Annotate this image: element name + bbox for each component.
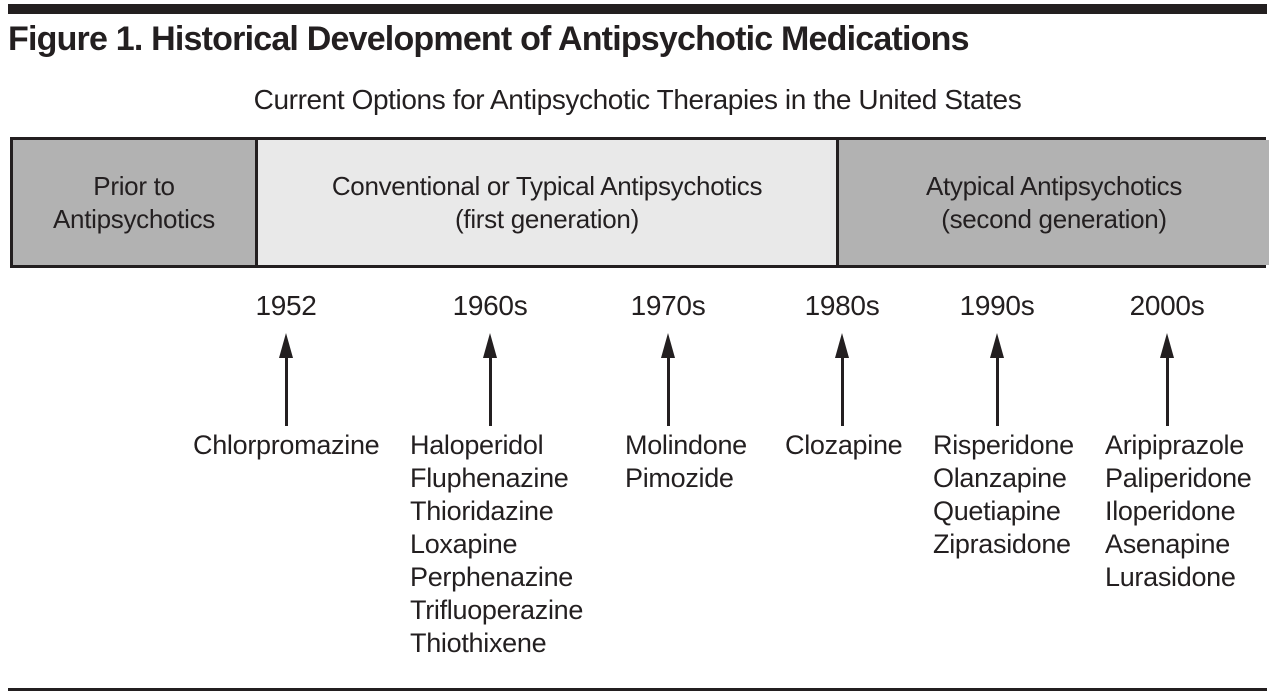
drug-list-1990s: Risperidone Olanzapine Quetiapine Ziprasido… bbox=[933, 429, 1074, 561]
drug-name: Paliperidone bbox=[1105, 463, 1252, 493]
up-arrow-1960s bbox=[481, 333, 499, 426]
arrow-line bbox=[840, 358, 844, 426]
era-segment-typical: Conventional or Typical Antipsychotics (f… bbox=[255, 140, 836, 265]
drug-name: Perphenazine bbox=[410, 562, 574, 592]
up-arrow-2000s bbox=[1158, 333, 1176, 426]
drug-name: Risperidone bbox=[933, 430, 1074, 460]
arrow-head-icon bbox=[990, 333, 1004, 358]
drug-name: Thioridazine bbox=[410, 496, 554, 526]
up-arrow-1970s bbox=[659, 333, 677, 426]
era-segment-label: Atypical Antipsychotics bbox=[925, 170, 1183, 201]
bottom-rule bbox=[8, 688, 1267, 691]
figure-subtitle: Current Options for Antipsychotic Therap… bbox=[253, 84, 1022, 115]
drug-name: Molindone bbox=[625, 430, 747, 460]
drug-name: Ziprasidone bbox=[933, 529, 1071, 559]
drug-name: Thiothixene bbox=[410, 628, 547, 658]
drug-list-1980s: Clozapine bbox=[785, 429, 903, 462]
arrow-line bbox=[284, 358, 288, 426]
drug-list-2000s: Aripiprazole Paliperidone Iloperidone Asena… bbox=[1105, 429, 1252, 594]
arrow-head-icon bbox=[835, 333, 849, 358]
drug-list-1960s: Haloperidol Fluphenazine Thioridazine Loxap… bbox=[410, 429, 583, 660]
era-segment-atypical: Atypical Antipsychotics (second generatio… bbox=[836, 140, 1269, 265]
drug-name: Asenapine bbox=[1105, 529, 1230, 559]
era-segment-label: Conventional or Typical Antipsychotics bbox=[331, 170, 763, 201]
drug-name: Pimozide bbox=[625, 463, 734, 493]
drug-name: Iloperidone bbox=[1105, 496, 1236, 526]
up-arrow-1990s bbox=[988, 333, 1006, 426]
drug-name: Lurasidone bbox=[1105, 562, 1236, 592]
drug-list-1952: Chlorpromazine bbox=[193, 429, 380, 462]
drug-name: Fluphenazine bbox=[410, 463, 569, 493]
decade-label-1960s: 1960s bbox=[452, 290, 528, 321]
drug-name: Trifluoperazine bbox=[410, 595, 584, 625]
era-segment-label: Antipsychotics bbox=[53, 203, 215, 234]
decade-label-1970s: 1970s bbox=[630, 290, 706, 321]
drug-name: Chlorpromazine bbox=[193, 430, 380, 460]
up-arrow-1952 bbox=[277, 333, 295, 426]
arrow-head-icon bbox=[661, 333, 675, 358]
arrow-head-icon bbox=[1160, 333, 1174, 358]
era-segment-label: (second generation) bbox=[941, 203, 1167, 234]
top-rule bbox=[8, 4, 1267, 14]
era-segment-prior: Prior to Antipsychotics bbox=[13, 140, 255, 265]
decade-label-2000s: 2000s bbox=[1129, 290, 1205, 321]
arrow-head-icon bbox=[279, 333, 293, 358]
drug-name: Clozapine bbox=[785, 430, 903, 460]
arrow-line bbox=[1165, 358, 1169, 426]
arrow-line bbox=[488, 358, 492, 426]
decade-label-1990s: 1990s bbox=[959, 290, 1035, 321]
decade-label-1980s: 1980s bbox=[804, 290, 880, 321]
up-arrow-1980s bbox=[833, 333, 851, 426]
arrow-line bbox=[666, 358, 670, 426]
drug-list-1970s: Molindone Pimozide bbox=[625, 429, 747, 495]
figure-title: Figure 1. Historical Development of Anti… bbox=[8, 20, 969, 58]
arrow-head-icon bbox=[483, 333, 497, 358]
era-segment-label: Prior to bbox=[93, 170, 175, 201]
decade-label-1952: 1952 bbox=[255, 290, 317, 321]
drug-name: Loxapine bbox=[410, 529, 518, 559]
drug-name: Aripiprazole bbox=[1105, 430, 1244, 460]
era-band: Prior to Antipsychotics Conventional or Ty… bbox=[10, 137, 1269, 268]
era-segment-label: (first generation) bbox=[455, 203, 639, 234]
drug-name: Quetiapine bbox=[933, 496, 1061, 526]
drug-name: Olanzapine bbox=[933, 463, 1067, 493]
drug-name: Haloperidol bbox=[410, 430, 544, 460]
arrow-line bbox=[995, 358, 999, 426]
